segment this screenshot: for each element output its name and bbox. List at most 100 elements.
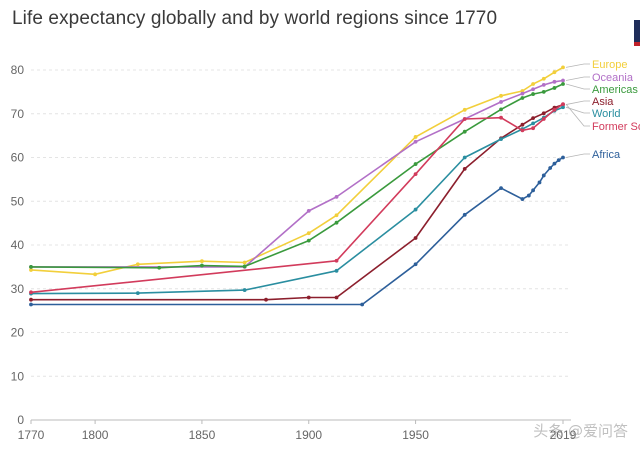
data-point-europe [200,259,204,264]
data-point-americas [520,96,525,100]
x-tick-label: 1850 [189,428,216,442]
data-point-americas [334,220,339,225]
legend-leader-americas [565,83,590,90]
legend-leader-world [565,106,590,114]
data-point-world [462,155,467,160]
data-point-oceania [334,194,339,199]
data-point-americas [413,162,418,166]
grid-lines [30,69,571,424]
data-point-former-soviet-union [462,117,467,121]
data-point-africa [499,186,503,191]
data-point-former-soviet-union [520,128,525,133]
x-axis-ticks: 1770 1800 1850 1900 1950 2019 [18,428,577,442]
data-point-former-soviet-union [334,258,339,263]
y-tick-label: 80 [11,63,25,77]
y-tick-label: 10 [11,369,25,383]
data-point-americas [531,92,535,96]
data-point-asia [531,116,535,121]
y-tick-label: 40 [11,238,25,252]
data-point-world [413,207,418,212]
data-point-world [499,137,503,142]
y-tick-label: 50 [11,194,25,208]
series-lines [29,65,565,307]
data-point-former-soviet-union [29,290,33,295]
series-line-americas [30,83,564,269]
data-point-americas [552,86,557,90]
data-point-europe [499,93,503,98]
watermark-text: 头条 @爱问答 [533,422,628,440]
data-point-oceania [552,79,557,84]
data-point-europe [520,89,525,93]
data-point-africa [537,180,542,185]
data-point-world [334,268,339,273]
data-point-asia [413,236,418,240]
chart-title: Life expectancy globally and by world re… [12,8,498,29]
data-point-americas [242,264,247,269]
data-point-asia [334,295,339,300]
data-point-africa [541,173,546,178]
data-point-former-soviet-union [413,172,418,177]
data-point-africa [360,302,365,307]
legend-label-americas: Americas [592,84,638,96]
y-tick-label: 20 [11,326,25,340]
data-point-asia [541,111,546,116]
data-point-oceania [561,78,565,83]
corner-logo [634,20,640,46]
data-point-americas [306,238,311,243]
data-point-former-soviet-union [541,117,546,121]
series-line-africa [31,156,564,306]
data-point-americas [29,264,33,269]
data-point-africa [548,166,553,170]
data-point-europe [334,213,339,218]
data-point-oceania [306,208,311,213]
x-tick-label: 1900 [295,428,322,442]
data-point-africa [29,302,33,307]
legend-leader-africa [565,153,590,158]
legend-leader-former-soviet-union [565,103,590,127]
legend-leader-oceania [565,76,590,81]
data-point-asia [462,166,467,171]
data-point-oceania [499,100,503,104]
data-point-oceania [413,139,418,144]
data-point-europe [561,65,565,70]
legend-label-world: World [592,108,621,120]
data-point-europe [135,262,140,267]
x-tick-label: 1800 [82,428,109,442]
data-point-africa [462,212,467,217]
y-tick-label: 0 [17,413,24,427]
data-point-europe [93,272,97,277]
legend-label-europe: Europe [592,59,627,71]
data-point-oceania [541,82,546,87]
data-point-americas [462,129,467,134]
x-tick-label: 1950 [402,428,429,442]
legend-label-asia: Asia [592,96,614,108]
data-point-oceania [531,87,535,92]
data-point-europe [541,76,546,81]
data-point-americas [499,107,503,112]
y-tick-label: 70 [11,107,25,121]
y-tick-label: 30 [11,282,25,296]
data-point-world [561,105,565,110]
data-point-former-soviet-union [552,107,557,112]
y-axis-ticks: 0 10 20 30 40 50 60 70 80 [11,63,25,427]
data-point-americas [561,82,565,86]
data-point-asia [29,297,33,302]
data-point-americas [541,89,546,94]
legend-label-former-soviet-union: Former So [592,121,640,133]
data-point-asia [264,297,268,302]
data-point-asia [520,122,525,127]
data-point-africa [520,197,525,201]
y-tick-label: 60 [11,151,25,165]
legend-leader-asia [565,100,590,105]
data-point-europe [531,82,535,86]
data-point-europe [29,268,33,272]
series-line-former-soviet-union [30,103,564,294]
legend-label-africa: Africa [592,149,621,161]
data-point-americas [200,263,204,268]
data-point-europe [552,70,557,75]
x-tick-label: 2019 [550,428,577,442]
legend-leader-europe [565,63,590,68]
data-point-world [135,291,140,296]
